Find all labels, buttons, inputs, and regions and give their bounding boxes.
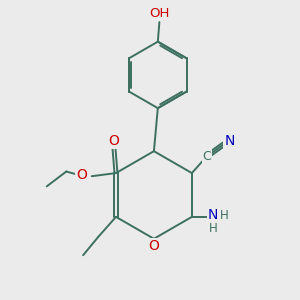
Text: H: H: [220, 209, 228, 222]
Text: O: O: [109, 134, 119, 148]
Text: O: O: [148, 239, 159, 253]
Text: OH: OH: [149, 7, 169, 20]
Text: O: O: [76, 168, 87, 182]
Text: N: N: [224, 134, 235, 148]
Text: C: C: [202, 150, 211, 163]
Text: N: N: [208, 208, 218, 222]
Text: H: H: [208, 222, 217, 235]
